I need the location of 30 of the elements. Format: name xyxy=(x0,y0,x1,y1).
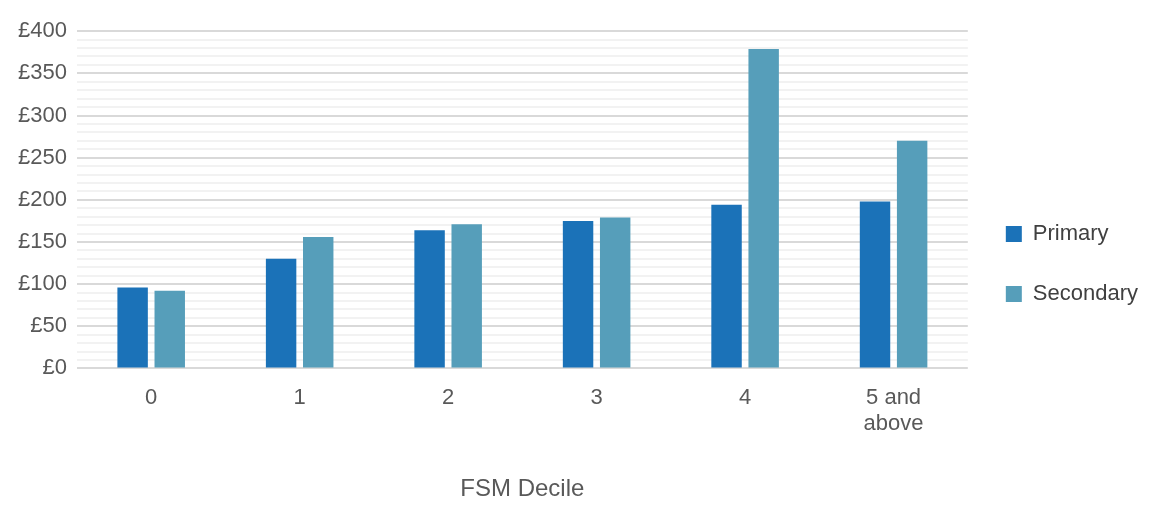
y-tick-label: £350 xyxy=(17,59,67,85)
x-axis-title: FSM Decile xyxy=(460,474,585,502)
legend-label: Primary xyxy=(1032,220,1109,246)
bar xyxy=(599,217,631,368)
y-tick-label: £150 xyxy=(17,228,67,254)
bar xyxy=(265,258,297,368)
bar xyxy=(896,140,928,368)
bar xyxy=(748,48,779,368)
y-tick-label: £250 xyxy=(17,143,67,169)
bar xyxy=(711,204,742,368)
bar xyxy=(562,220,594,368)
y-tick-label: £200 xyxy=(17,185,67,211)
bar xyxy=(859,201,891,368)
bar xyxy=(303,236,334,368)
x-tick-label: 0 xyxy=(145,383,158,409)
y-tick-label: £400 xyxy=(17,17,67,43)
y-tick-label: £300 xyxy=(17,101,67,127)
x-tick-label: 3 xyxy=(590,383,603,409)
y-tick-label: £50 xyxy=(30,312,67,338)
bar xyxy=(117,287,148,368)
x-tick-label: 4 xyxy=(738,383,752,409)
x-tick-label: 1 xyxy=(293,383,306,409)
x-tick-label: 5 and above xyxy=(863,383,924,436)
y-tick-label: £100 xyxy=(17,270,67,296)
legend-label: Secondary xyxy=(1032,280,1139,306)
bar xyxy=(414,230,445,368)
y-tick-label: £0 xyxy=(42,354,67,380)
bar xyxy=(451,224,482,368)
x-tick-label: 2 xyxy=(442,383,455,409)
bar xyxy=(154,290,185,368)
